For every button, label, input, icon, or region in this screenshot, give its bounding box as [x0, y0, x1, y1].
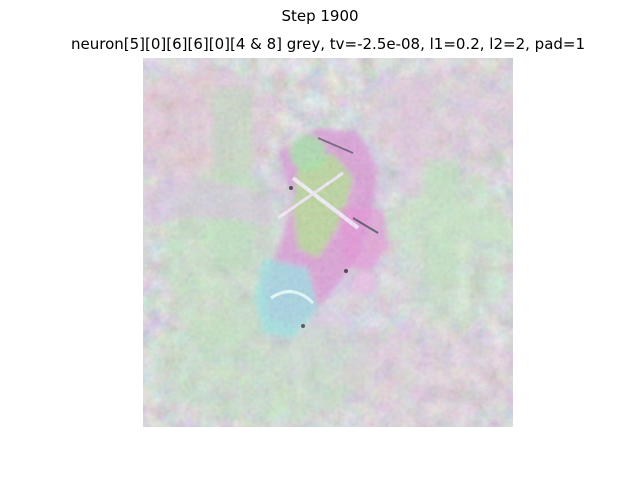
figure-suptitle: Step 1900: [281, 7, 359, 25]
feature-visualization-canvas: [143, 58, 513, 427]
axes-title: neuron[5][0][6][6][0][4 & 8] grey, tv=-2…: [70, 35, 586, 53]
image-fine-texture: [143, 58, 513, 427]
feature-visualization-image: [143, 58, 513, 427]
